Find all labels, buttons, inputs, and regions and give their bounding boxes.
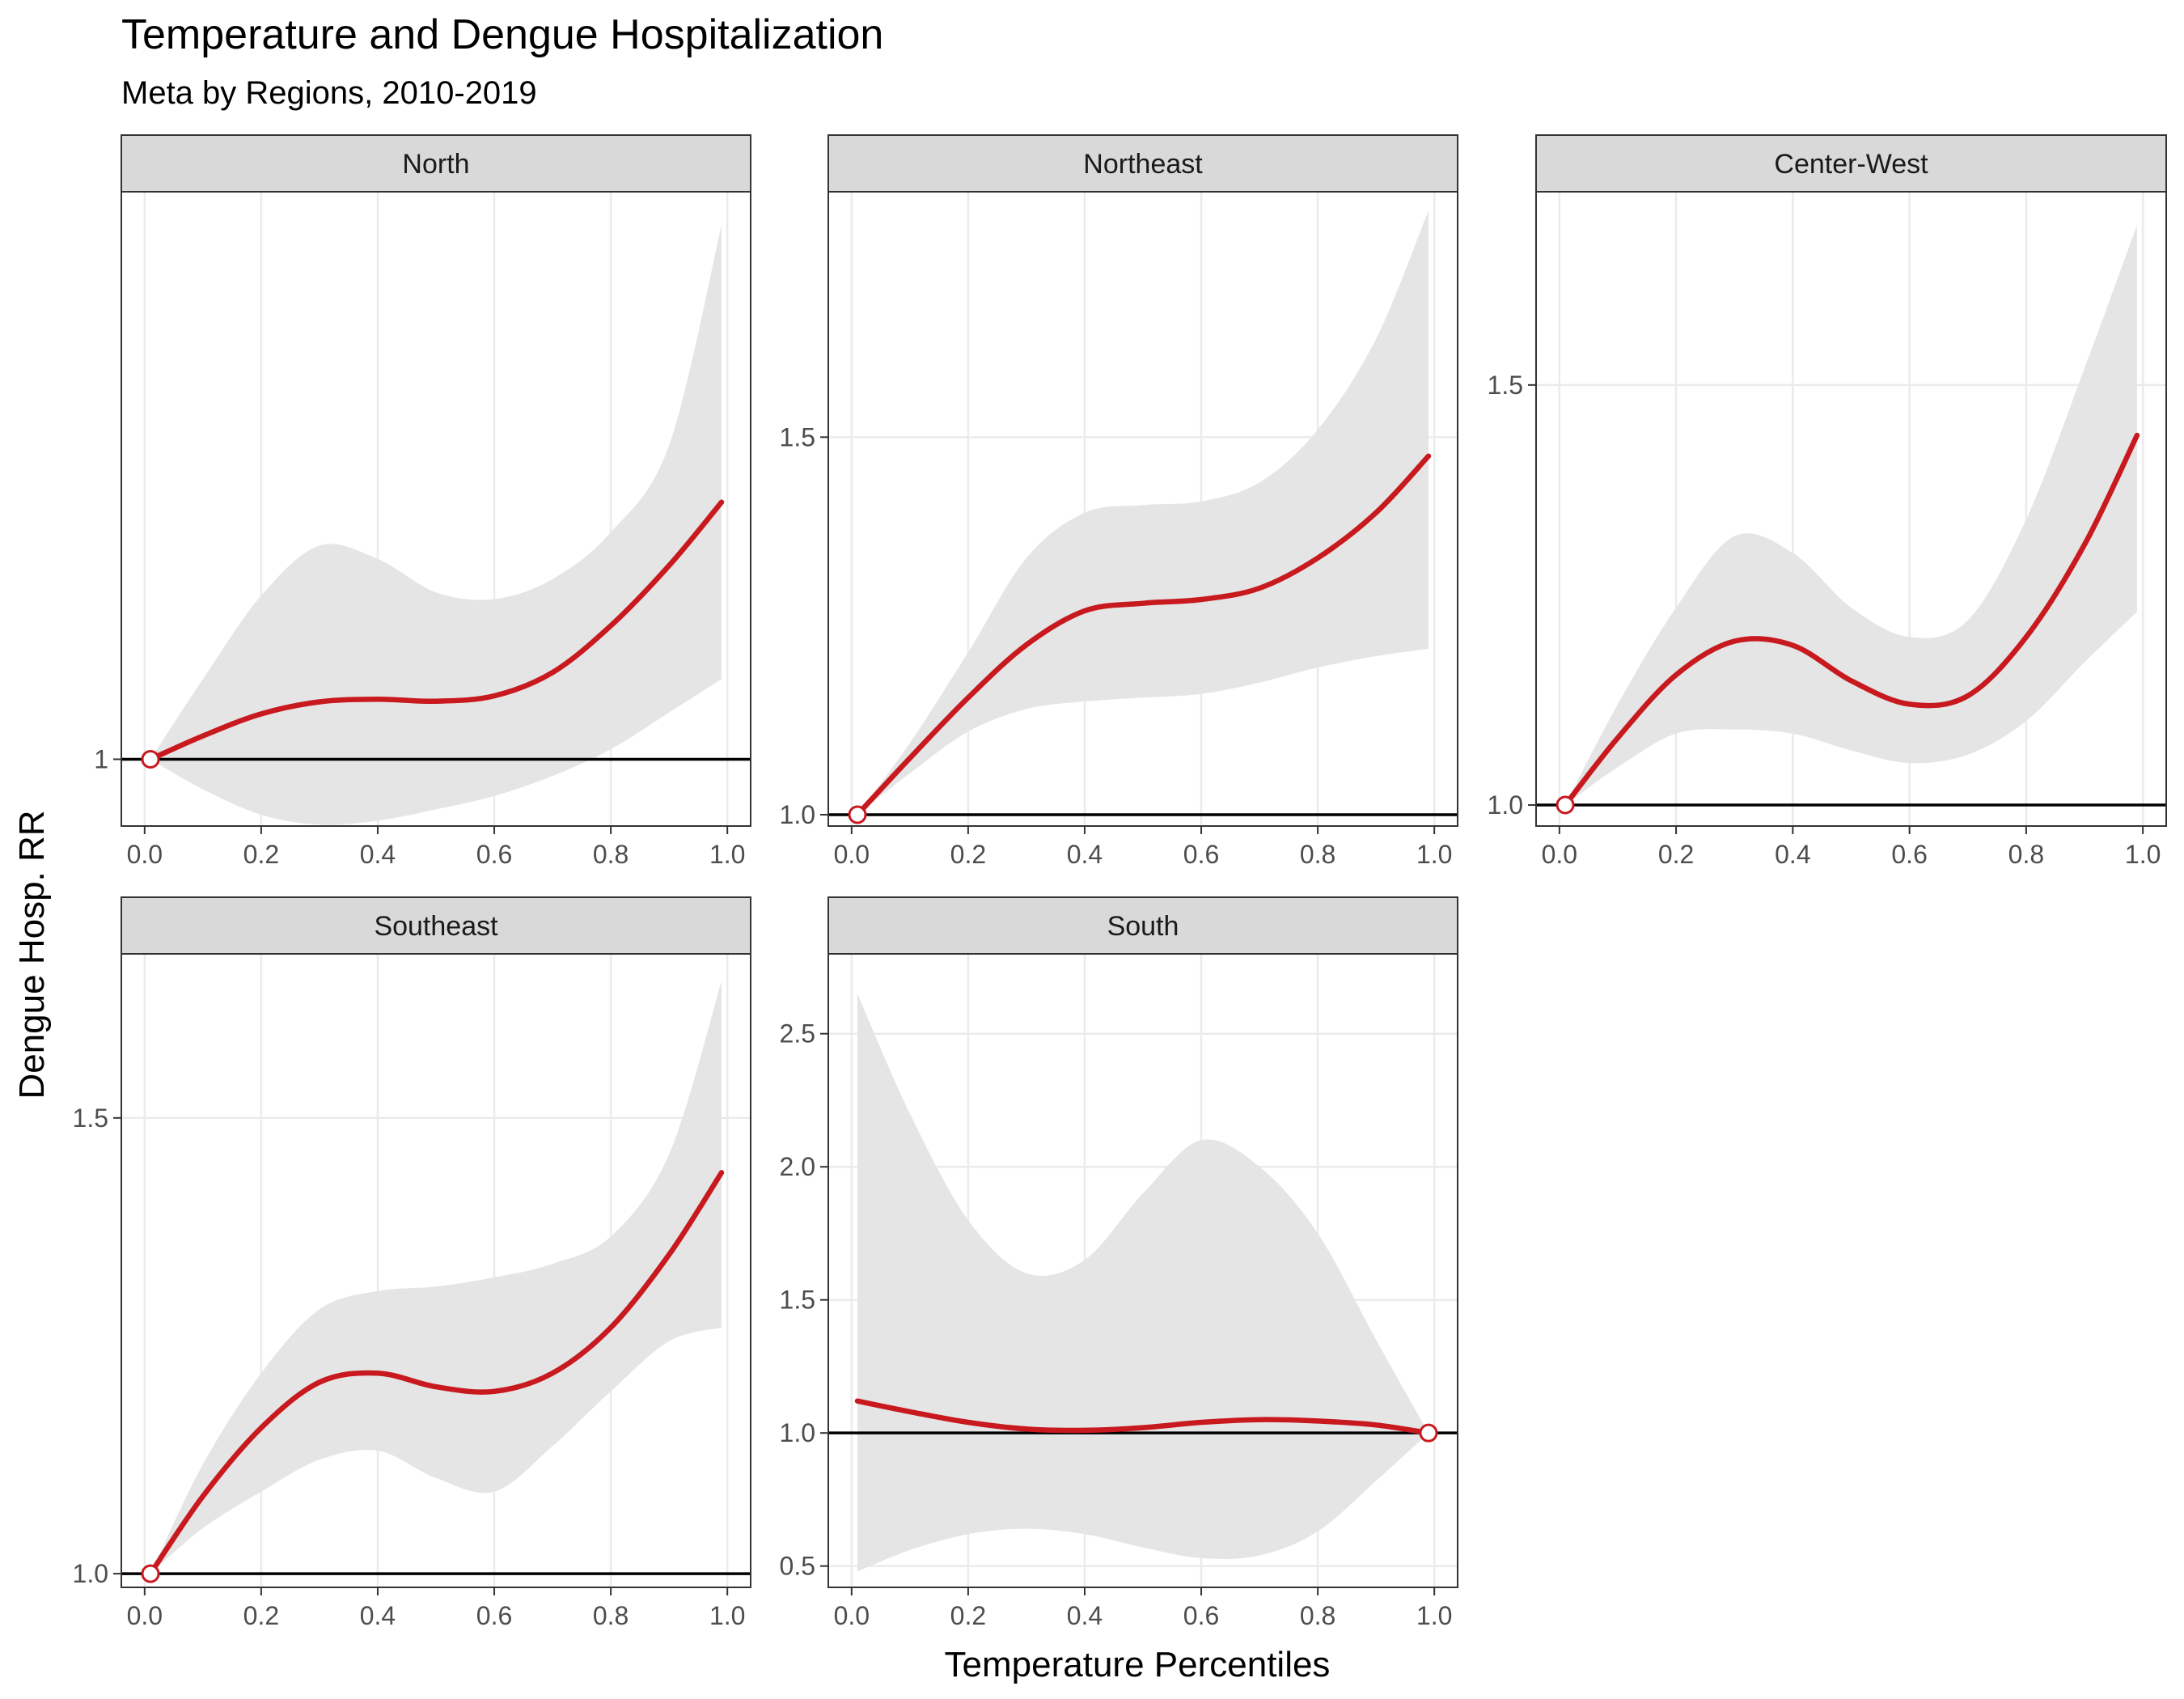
y-tick-label: 1.0: [73, 1559, 108, 1588]
facet-strip: [121, 896, 751, 955]
panel-border: [827, 953, 1458, 1588]
facet-label: Southeast: [374, 911, 498, 942]
x-tick-label: 1.0: [709, 840, 745, 869]
panel-plot-area: [828, 192, 1458, 826]
reference-point: [848, 805, 867, 824]
facet-strip: [1535, 134, 2167, 193]
facet-label: Northeast: [1083, 149, 1203, 180]
panel-border: [121, 191, 751, 827]
x-tick-label: 0.0: [834, 1601, 870, 1630]
x-tick-label: 0.4: [1067, 840, 1103, 869]
y-tick-label: 2.0: [780, 1152, 815, 1181]
x-tick-label: 1.0: [709, 1601, 745, 1630]
x-tick-label: 0.8: [1300, 840, 1335, 869]
panel-plot-area: [1536, 192, 2166, 826]
rr-curve: [1562, 432, 2140, 808]
y-tick-label: 1.5: [780, 422, 815, 451]
y-tick-label: 1: [94, 744, 108, 773]
x-tick-label: 0.8: [593, 840, 629, 869]
facet-label: South: [1107, 911, 1179, 942]
panel-center-west: Center-West 0.0 0.2 0.4 0.6 0.8 1.0 1.0 1.5: [1488, 134, 2167, 869]
chart-subtitle: Meta by Regions, 2010-2019: [121, 75, 537, 111]
chart-title: Temperature and Dengue Hospitalization: [121, 11, 883, 58]
x-tick-label: 0.0: [127, 1601, 163, 1630]
panel-border: [1535, 191, 2167, 827]
y-tick-label: 1.0: [1488, 790, 1523, 820]
panel-plot-area: [121, 192, 751, 826]
panel-south: South 0.0 0.2 0.4 0.6 0.8 1.0 0.5 1.0 1.5 2.0 2.5: [780, 896, 1458, 1630]
x-tick-label: 0.6: [1891, 840, 1927, 869]
panel-plot-area: [828, 954, 1458, 1587]
x-tick-label: 0.2: [1658, 840, 1694, 869]
panel-plot-area: [121, 954, 751, 1587]
reference-point: [1555, 795, 1575, 815]
x-tick-label: 0.4: [360, 840, 396, 869]
confidence-ribbon: [1565, 225, 2137, 805]
facet-strip: [827, 134, 1458, 193]
x-tick-label: 1.0: [1416, 1601, 1452, 1630]
x-tick-label: 0.8: [1300, 1601, 1335, 1630]
rr-curve: [854, 1398, 1432, 1436]
x-tick-label: 0.8: [2008, 840, 2044, 869]
panel-border: [121, 953, 751, 1588]
x-tick-label: 0.4: [1067, 1601, 1103, 1630]
x-tick-label: 0.2: [950, 1601, 986, 1630]
x-tick-label: 0.6: [1183, 1601, 1219, 1630]
x-tick-label: 0.8: [593, 1601, 629, 1630]
x-tick-label: 0.2: [950, 840, 986, 869]
y-tick-label: 1.0: [780, 800, 815, 829]
y-tick-label: 1.0: [780, 1418, 815, 1447]
x-tick-label: 0.0: [127, 840, 163, 869]
reference-point: [141, 1564, 160, 1583]
x-tick-label: 0.0: [1542, 840, 1577, 869]
y-axis-title: Dengue Hosp. RR: [12, 810, 52, 1099]
x-tick-label: 1.0: [2125, 840, 2161, 869]
x-axis-title: Temperature Percentiles: [945, 1645, 1331, 1684]
x-tick-label: 0.6: [1183, 840, 1219, 869]
x-tick-label: 1.0: [1416, 840, 1452, 869]
y-tick-label: 1.5: [1488, 371, 1523, 400]
confidence-ribbon: [150, 225, 722, 825]
rr-curve: [147, 1170, 725, 1577]
rr-curve: [854, 453, 1432, 818]
facet-label: North: [402, 149, 469, 180]
panel-northeast: Northeast 0.0 0.2 0.4 0.6 0.8 1.0 1.0 1.5: [780, 134, 1458, 869]
x-tick-label: 0.2: [243, 840, 279, 869]
x-tick-label: 0.4: [1775, 840, 1810, 869]
reference-point: [141, 749, 160, 769]
rr-curve: [147, 499, 725, 762]
x-tick-label: 0.0: [834, 840, 870, 869]
facet-strip: [827, 896, 1458, 955]
panel-southeast: Southeast 0.0 0.2 0.4 0.6 0.8 1.0 1.0 1.5: [73, 896, 751, 1630]
x-tick-label: 0.4: [360, 1601, 396, 1630]
panel-border: [827, 191, 1458, 827]
y-tick-label: 2.5: [780, 1019, 815, 1049]
panel-north: North 0.0 0.2 0.4 0.6 0.8 1.0 1: [94, 134, 751, 869]
x-tick-label: 0.2: [243, 1601, 279, 1630]
y-tick-label: 1.5: [73, 1104, 108, 1133]
y-tick-label: 1.5: [780, 1286, 815, 1315]
facet-label: Center-West: [1774, 149, 1928, 180]
x-tick-label: 0.6: [476, 1601, 512, 1630]
y-tick-label: 0.5: [780, 1552, 815, 1581]
reference-point: [1419, 1423, 1438, 1443]
facet-strip: [121, 134, 751, 193]
x-tick-label: 0.6: [476, 840, 512, 869]
facet-panels: North 0.0 0.2 0.4 0.6 0.8 1.0 1 Northeast 0.0 0.2 0…: [73, 134, 2167, 1630]
confidence-ribbon: [150, 981, 722, 1574]
